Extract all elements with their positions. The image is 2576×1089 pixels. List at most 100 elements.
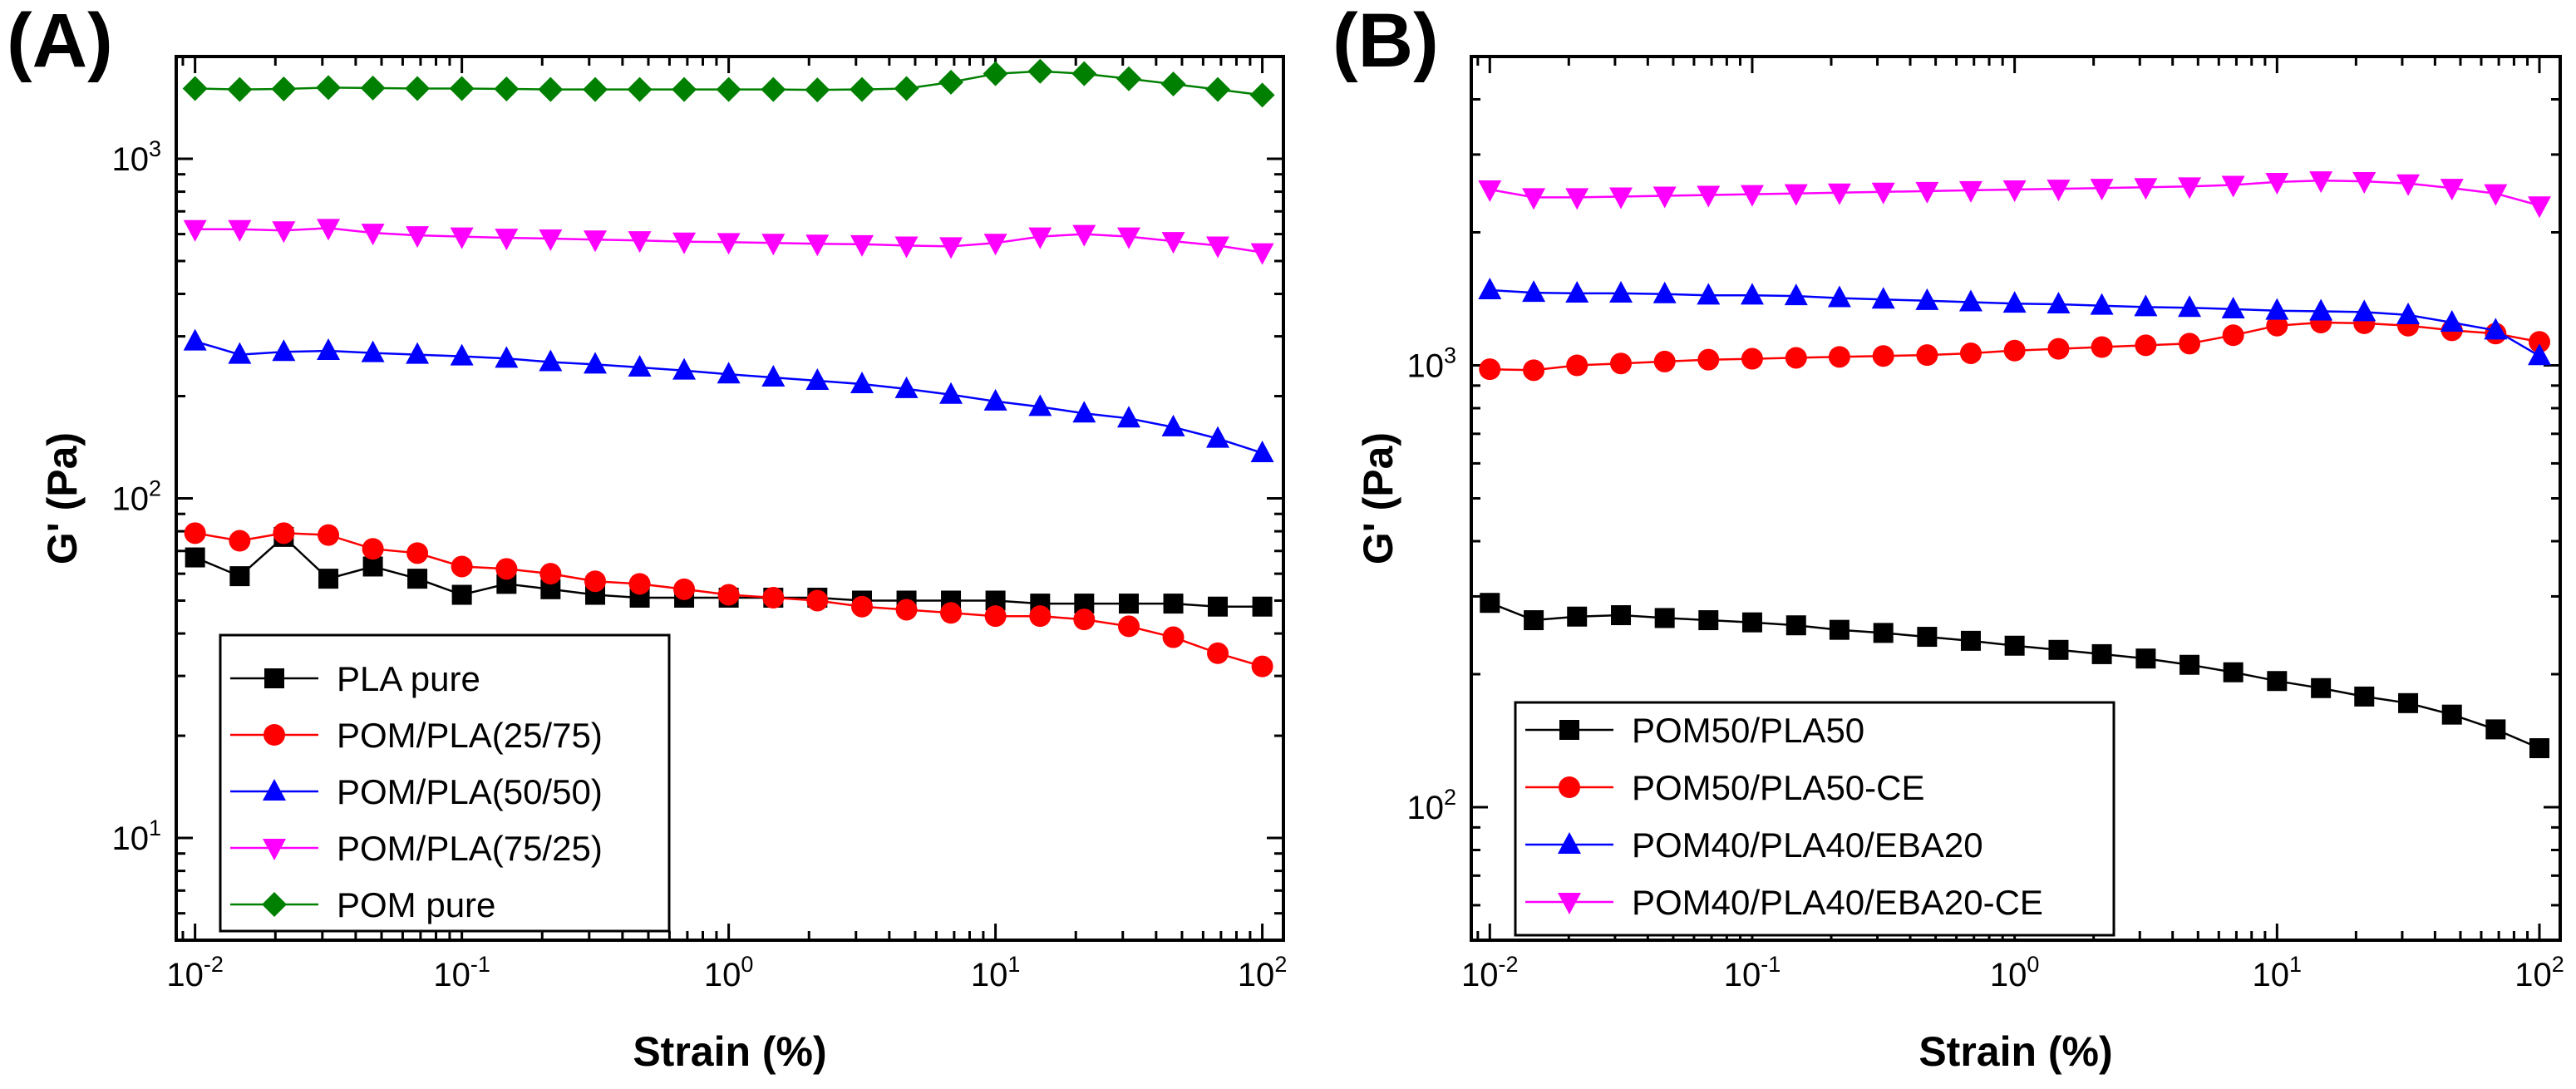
data-point [2178,177,2202,200]
y-axis-title: G' (Pa) [1355,432,1401,564]
legend-marker [264,724,285,746]
data-point [583,76,608,102]
data-point [761,234,786,256]
y-tick-label: 102 [111,476,161,518]
data-point [539,229,563,252]
data-point [450,343,474,366]
data-point [451,584,472,605]
data-point [1698,610,1719,631]
data-point [2090,293,2114,315]
data-point [1161,232,1185,254]
y-tick-label: 101 [111,816,161,857]
data-point [628,231,652,254]
x-tick-label-exponent: 2 [2552,952,2564,977]
legend-marker [1558,832,1581,854]
data-point [717,584,740,606]
y-tick-label-base: 10 [1406,790,1444,826]
data-point [2134,294,2158,317]
data-point [2265,298,2289,320]
legend-entry: PLA pure [230,659,480,698]
data-point [1117,615,1140,638]
data-point [361,340,385,362]
x-tick-label: 10-2 [1461,952,1519,993]
data-point [761,76,786,102]
data-point [406,342,430,364]
x-tick-label: 102 [2514,952,2564,993]
legend-box [1514,701,2115,937]
series-4 [182,58,1275,108]
data-point [672,232,697,254]
data-point [449,76,475,101]
data-point [1610,352,1633,375]
data-point [2398,692,2419,713]
data-point [2004,635,2025,656]
legend-entry: POM50/PLA50 [1525,711,1864,750]
data-point [805,77,830,103]
data-point [1029,605,1052,628]
y-tick-label-exponent: 2 [149,476,161,501]
data-point [1249,82,1275,108]
data-point [1565,188,1589,210]
data-point [2221,296,2245,318]
y-tick-label-base: 10 [1406,348,1444,385]
y-tick-label-exponent: 2 [1444,785,1456,810]
data-point [894,236,919,259]
legend-entry: POM/PLA(25/75) [230,716,603,755]
data-point [2047,291,2071,313]
x-tick-label-exponent: -2 [1499,952,1519,977]
data-point [495,229,519,251]
legend-entry: POM pure [230,885,495,924]
data-point [317,338,341,360]
data-point [185,547,205,568]
data-point [183,328,207,351]
data-point [983,234,1007,256]
data-point [1163,594,1184,614]
data-point [2002,180,2027,202]
legend-box [219,633,671,933]
data-point [672,76,697,102]
data-point [2485,719,2506,740]
data-point [1959,342,1982,364]
data-point [1653,350,1676,372]
data-point [1072,224,1096,247]
legend-marker [262,892,287,917]
data-point [183,219,207,242]
legend-entry: POM/PLA(75/25) [230,829,603,868]
data-point [851,595,874,618]
legend-marker [1559,776,1580,798]
data-point [1160,71,1186,97]
data-point [717,362,741,384]
data-point [362,538,384,560]
y-tick-label: 102 [1406,785,1456,826]
data-point [2352,299,2377,322]
data-point [984,605,1007,628]
data-point [1252,596,1273,617]
legend-label: POM40/PLA40/EBA20-CE [1632,883,2043,922]
legend-label: PLA pure [337,659,480,698]
data-point [2354,686,2375,707]
series-2 [183,328,1274,462]
x-tick-label-base: 10 [2253,957,2290,993]
data-point [983,61,1008,86]
y-tick-label-base: 10 [111,141,149,178]
data-point [584,570,607,593]
data-point [627,76,653,102]
data-point [761,365,786,387]
data-point [1208,596,1229,617]
data-point [1480,593,1500,613]
data-point [495,558,518,580]
data-point [227,76,253,102]
data-point [2002,291,2027,313]
data-point [228,342,252,364]
data-point [2135,334,2157,357]
data-point [1871,182,1895,204]
data-point [1478,180,1502,202]
data-point [2311,678,2332,698]
data-point [228,219,252,242]
legend-marker [1558,893,1581,914]
data-point [229,530,251,552]
data-point [805,368,830,391]
y-tick-label: 103 [1406,343,1456,385]
data-point [1960,630,1981,651]
data-point [1915,288,1939,310]
